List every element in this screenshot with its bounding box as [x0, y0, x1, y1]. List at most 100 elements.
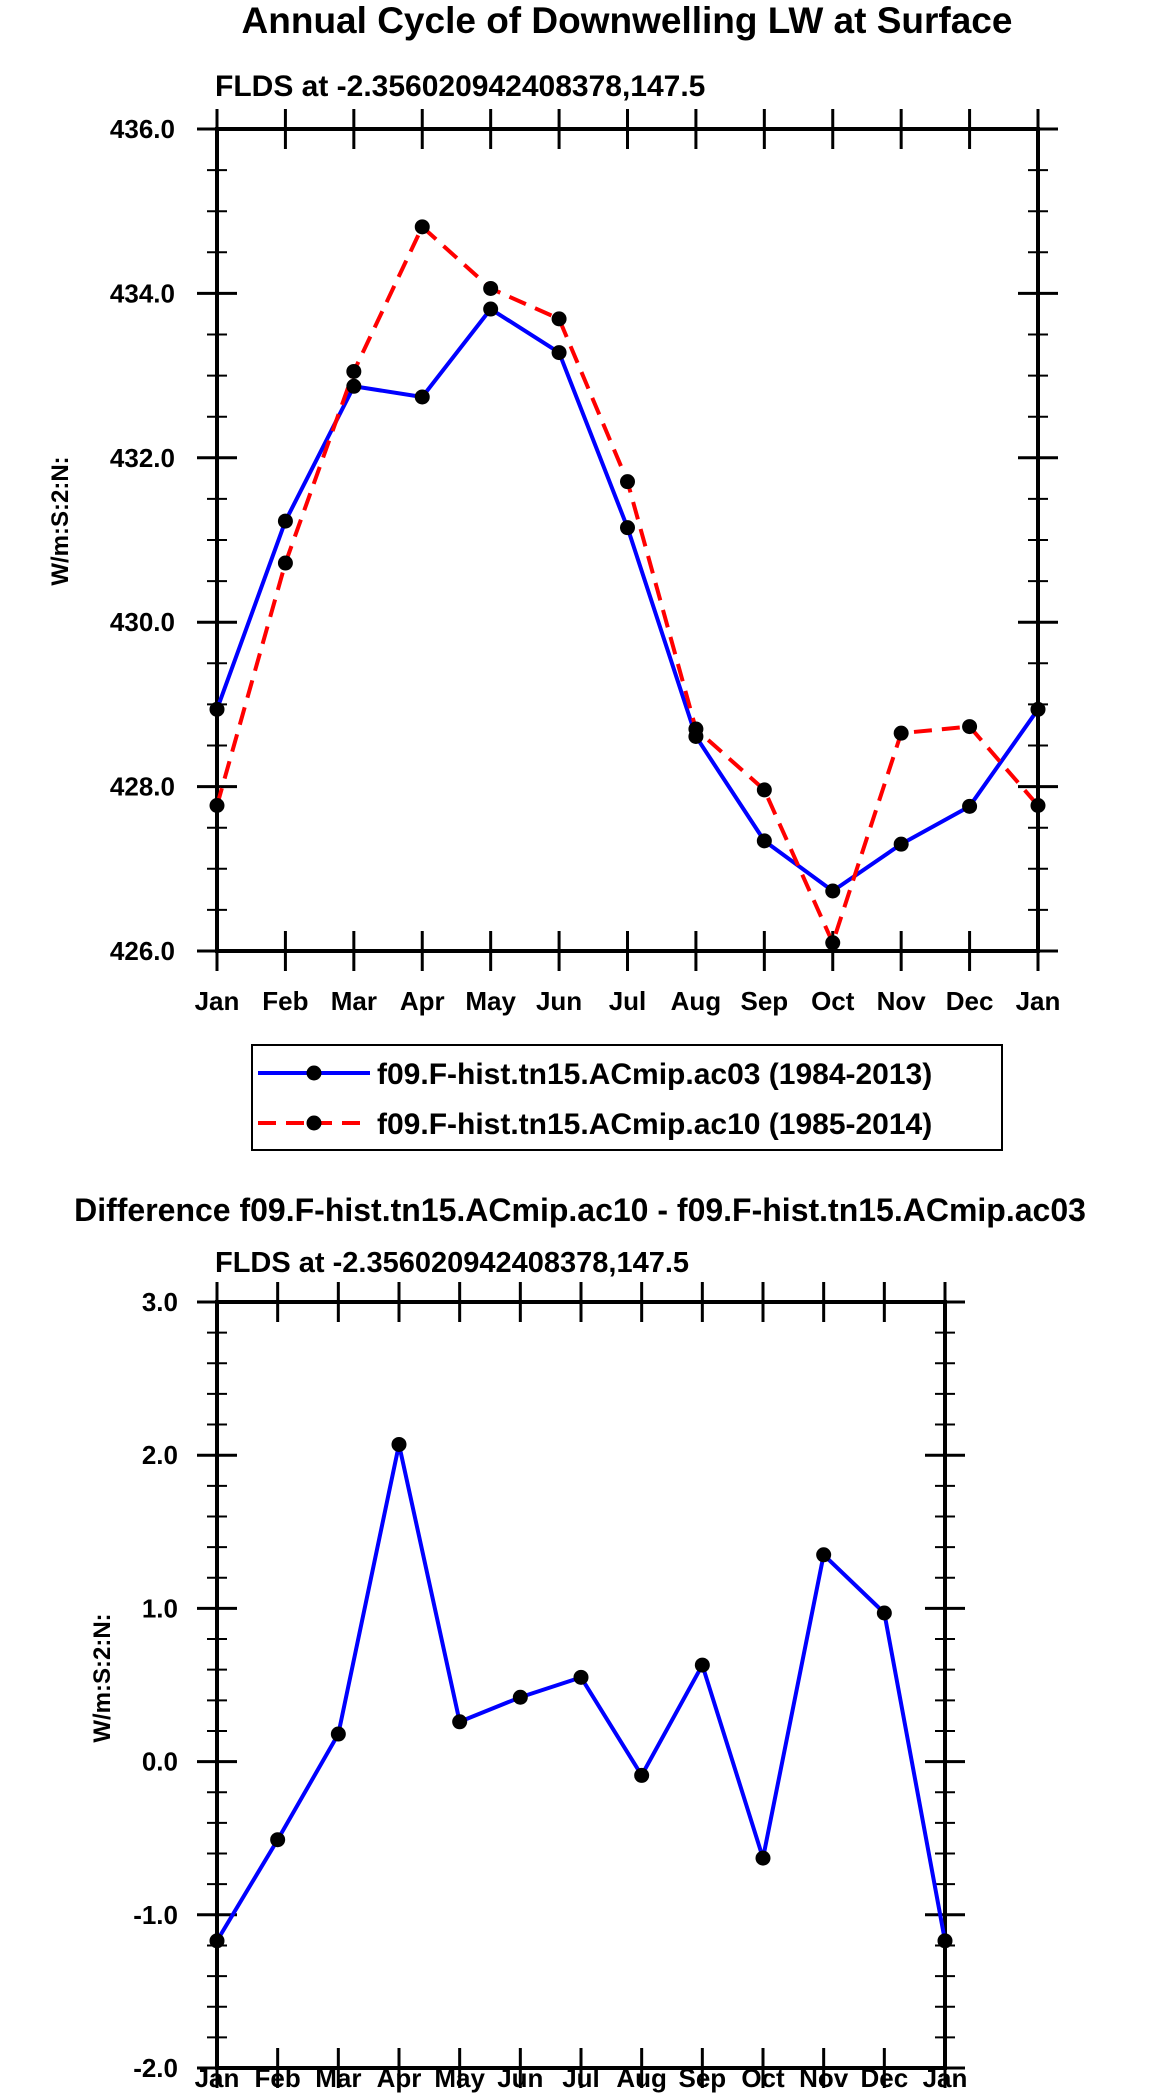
axis-ticks [197, 1282, 965, 2088]
legend-item-ac03: f09.F-hist.tn15.ACmip.ac03 (1984-2013) [258, 1058, 932, 1091]
x-tick-label: Oct [741, 2063, 785, 2093]
x-tick-labels: Jan Feb Mar Apr May Jun Jul Aug Sep Oct Nov Dec Jan [195, 986, 1061, 1016]
data-point-s1-10 [893, 725, 909, 741]
data-point-s0-5 [512, 1689, 528, 1705]
data-point-s1-11 [962, 719, 978, 735]
x-tick-label: Sep [740, 986, 788, 1016]
data-point-s0-2 [330, 1726, 346, 1742]
x-tick-label: Feb [262, 986, 308, 1016]
chart-subtitle: FLDS at -2.356020942408378,147.5 [215, 1247, 689, 1279]
data-point-s0-7 [634, 1767, 650, 1783]
series-layer [209, 1436, 953, 1949]
data-point-s0-0 [209, 1933, 225, 1949]
data-point-s1-0 [209, 798, 225, 814]
annual-cycle-chart: Annual Cycle of Downwelling LW at Surfac… [47, 0, 1060, 1016]
x-tick-label: May [434, 2063, 485, 2093]
data-point-s0-12 [937, 1933, 953, 1949]
data-point-s0-4 [483, 301, 499, 317]
y-tick-label: 1.0 [142, 1593, 178, 1623]
y-tick-label: 428.0 [110, 772, 175, 802]
data-point-s0-3 [414, 389, 430, 405]
data-point-s0-9 [755, 1850, 771, 1866]
y-axis-label: W/m:S:2:N: [89, 1613, 116, 1742]
x-tick-label: Aug [671, 986, 722, 1016]
x-tick-label: Jan [923, 2063, 968, 2093]
x-tick-label: Oct [811, 986, 855, 1016]
y-tick-label: 436.0 [110, 114, 175, 144]
data-point-s0-6 [620, 520, 635, 536]
data-point-s1-2 [346, 363, 362, 379]
data-point-s1-3 [414, 219, 430, 235]
legend-label-ac03: f09.F-hist.tn15.ACmip.ac03 (1984-2013) [377, 1058, 932, 1091]
x-tick-label: Mar [331, 986, 377, 1016]
data-point-s0-8 [756, 833, 772, 849]
legend-marker-ac10 [306, 1115, 322, 1131]
x-tick-label: Jul [562, 2063, 600, 2093]
x-tick-label: Nov [799, 2063, 849, 2093]
data-point-s0-0 [209, 701, 225, 717]
data-point-s1-12 [1030, 798, 1046, 814]
x-tick-label: Nov [877, 986, 927, 1016]
data-point-s0-1 [277, 513, 293, 529]
x-tick-label: Jan [195, 986, 240, 1016]
data-point-s1-4 [483, 280, 499, 296]
y-axis-label: W/m:S:2:N: [47, 456, 74, 585]
x-tick-label: Apr [377, 2063, 422, 2093]
series-line-0 [215, 1442, 947, 1942]
x-tick-label: Jan [1016, 986, 1061, 1016]
data-point-s0-2 [346, 378, 362, 394]
data-point-s0-5 [551, 345, 567, 361]
data-point-s1-7 [688, 721, 704, 737]
legend-label-ac10: f09.F-hist.tn15.ACmip.ac10 (1985-2014) [377, 1108, 932, 1141]
legend-item-ac10: f09.F-hist.tn15.ACmip.ac10 (1985-2014) [258, 1108, 932, 1141]
data-point-s0-8 [694, 1657, 710, 1673]
y-tick-label: 432.0 [110, 443, 175, 473]
x-tick-label: Feb [255, 2063, 301, 2093]
data-point-s0-11 [962, 798, 978, 814]
y-tick-labels: 426.0 428.0 430.0 432.0 434.0 436.0 [110, 114, 175, 966]
x-tick-label: Jul [609, 986, 647, 1016]
y-tick-label: 0.0 [142, 1747, 178, 1777]
x-tick-label: Sep [678, 2063, 726, 2093]
x-tick-label: Jun [536, 986, 582, 1016]
data-point-s0-3 [391, 1436, 407, 1452]
chart-subtitle: FLDS at -2.356020942408378,147.5 [215, 70, 705, 103]
data-point-s1-6 [620, 474, 635, 490]
chart-title: Annual Cycle of Downwelling LW at Surfac… [242, 0, 1013, 41]
data-point-s0-10 [893, 836, 909, 852]
data-point-s1-9 [825, 935, 841, 951]
x-tick-labels: Jan Feb Mar Apr May Jun Jul Aug Sep Oct Nov Dec Jan [195, 2063, 968, 2093]
data-point-s1-1 [277, 555, 293, 571]
x-tick-label: Jan [195, 2063, 240, 2093]
data-point-s0-1 [270, 1832, 286, 1848]
data-point-s0-12 [1030, 701, 1046, 717]
data-point-s1-8 [756, 782, 772, 798]
data-point-s0-9 [825, 883, 841, 899]
x-tick-label: Mar [315, 2063, 361, 2093]
legend-marker-ac03 [306, 1065, 322, 1081]
chart-title: Difference f09.F-hist.tn15.ACmip.ac10 - … [74, 1192, 1086, 1228]
difference-chart: Difference f09.F-hist.tn15.ACmip.ac10 - … [74, 1192, 1086, 2093]
y-tick-label: 430.0 [110, 607, 175, 637]
data-point-s0-6 [573, 1669, 589, 1685]
y-tick-label: 426.0 [110, 936, 175, 966]
data-point-s0-4 [452, 1714, 468, 1730]
y-tick-label: 3.0 [142, 1287, 178, 1317]
x-tick-label: Dec [860, 2063, 908, 2093]
legend: f09.F-hist.tn15.ACmip.ac03 (1984-2013) f… [251, 1044, 1003, 1151]
y-tick-label: -2.0 [133, 2053, 178, 2083]
x-tick-label: Dec [946, 986, 994, 1016]
series-line-0 [215, 307, 1040, 893]
y-tick-label: -1.0 [133, 1900, 178, 1930]
x-tick-label: Jun [497, 2063, 543, 2093]
data-point-s1-5 [551, 311, 567, 327]
series-layer [209, 219, 1046, 951]
data-point-s0-11 [876, 1605, 892, 1621]
y-tick-label: 434.0 [110, 278, 175, 308]
x-tick-label: Apr [400, 986, 445, 1016]
x-tick-label: May [465, 986, 516, 1016]
x-tick-label: Aug [616, 2063, 667, 2093]
plot-frame [215, 1300, 947, 2070]
axis-ticks [197, 109, 1058, 971]
